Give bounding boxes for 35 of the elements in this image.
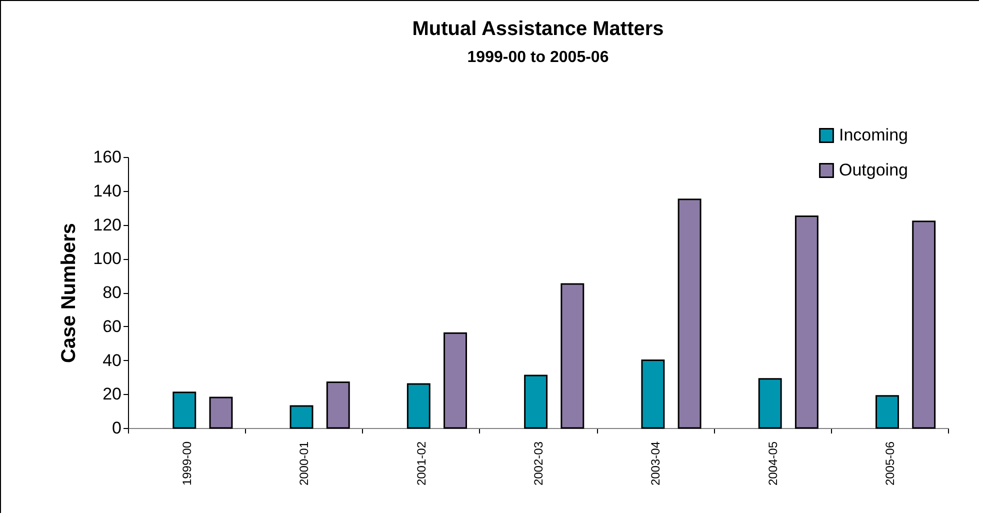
x-tick-label: 2000-01 bbox=[297, 441, 312, 486]
bar bbox=[641, 360, 665, 429]
bar bbox=[678, 198, 702, 429]
bar bbox=[794, 216, 818, 429]
chart-title: Mutual Assistance Matters bbox=[412, 18, 664, 40]
x-tick-label: 2001-02 bbox=[414, 441, 428, 486]
y-tick-label: 160 bbox=[93, 148, 122, 166]
bar bbox=[912, 220, 936, 429]
chart-subtitle: 1999-00 to 2005-06 bbox=[467, 49, 609, 66]
y-tick-label: 100 bbox=[93, 249, 122, 268]
y-axis-title: Case Numbers bbox=[58, 222, 80, 364]
y-tick-label: 40 bbox=[102, 350, 122, 370]
bar bbox=[758, 378, 782, 429]
x-tick-label: 2005-06 bbox=[882, 441, 897, 486]
y-tick-label: 80 bbox=[102, 283, 122, 302]
x-tick-label: 1999-00 bbox=[180, 441, 194, 486]
bar bbox=[290, 405, 314, 429]
bar bbox=[444, 332, 467, 429]
bar bbox=[524, 374, 548, 429]
bar bbox=[876, 395, 899, 429]
y-tick-label: 120 bbox=[93, 215, 122, 234]
y-tick-label: 60 bbox=[102, 316, 122, 336]
y-tick-label: 140 bbox=[93, 181, 122, 200]
y-tick-label: 0 bbox=[112, 418, 122, 438]
bar bbox=[172, 392, 196, 429]
x-tick-label: 2002-03 bbox=[532, 441, 546, 486]
bar bbox=[406, 383, 430, 429]
bar bbox=[560, 283, 584, 429]
bar bbox=[209, 396, 233, 429]
legend-label: Incoming bbox=[839, 126, 908, 144]
x-tick-label: 2003-04 bbox=[648, 441, 663, 486]
legend-label: Outgoing bbox=[839, 160, 908, 180]
x-tick-label: 2004-05 bbox=[766, 441, 780, 486]
y-tick-label: 20 bbox=[102, 384, 122, 404]
bar bbox=[326, 382, 350, 429]
